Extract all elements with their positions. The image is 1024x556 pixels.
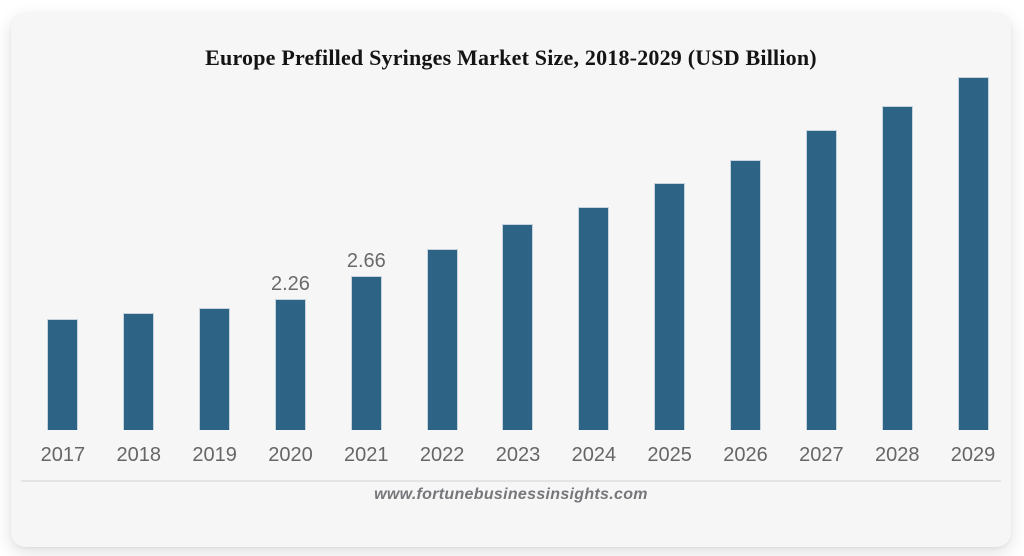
bar-wrap <box>859 63 935 430</box>
bar-2019 <box>199 308 231 430</box>
bar-column-2021: 2.66 2021 <box>328 63 404 467</box>
x-axis-label-2020: 2020 <box>268 444 313 466</box>
x-axis-label-2023: 2023 <box>495 444 541 466</box>
bar-wrap <box>632 63 708 430</box>
source-url: www.fortunebusinessinsights.com <box>374 486 648 503</box>
bar-2023 <box>502 224 534 430</box>
bar-column-2026: 2026 <box>708 63 784 467</box>
chart-title: Europe Prefilled Syringes Market Size, 2… <box>205 45 817 70</box>
bar-wrap <box>556 63 632 430</box>
bar-2028 <box>881 106 913 430</box>
bar-wrap <box>177 63 253 430</box>
bar-column-2019: 2019 <box>177 63 253 467</box>
x-axis-label-2026: 2026 <box>723 444 768 466</box>
bar-column-2018: 2018 <box>101 63 177 467</box>
bar-wrap <box>101 63 177 430</box>
x-axis-label-2021: 2021 <box>344 444 389 466</box>
bar-wrap <box>935 63 1011 430</box>
bar-column-2025: 2025 <box>632 63 708 467</box>
bar-column-2029: 2029 <box>935 63 1011 467</box>
bar-column-2024: 2024 <box>556 63 632 467</box>
bar-wrap <box>783 63 859 430</box>
x-axis-label-2019: 2019 <box>192 444 237 466</box>
chart-card: Europe Prefilled Syringes Market Size, 2… <box>11 13 1011 547</box>
bars-row: 2017 2018 2019 2.26 2020 2.66 2021 2022 2023 2024… <box>11 63 1011 467</box>
bar-value-label-2021: 2.66 <box>346 250 386 272</box>
x-axis-label-2029: 2029 <box>950 444 996 466</box>
bar-2027 <box>805 130 837 430</box>
bar-wrap <box>25 63 101 430</box>
bar-column-2028: 2028 <box>859 63 935 467</box>
x-axis-line <box>21 480 1001 482</box>
bar-2021 <box>350 276 382 430</box>
bar-column-2022: 2022 <box>404 63 480 467</box>
bar-column-2017: 2017 <box>25 63 101 467</box>
x-axis-label-2022: 2022 <box>419 444 465 466</box>
bar-wrap <box>404 63 480 430</box>
bar-2025 <box>654 183 686 430</box>
bar-wrap <box>708 63 784 430</box>
x-axis-label-2017: 2017 <box>40 444 86 466</box>
bar-wrap: 2.26 <box>253 63 329 430</box>
bar-2018 <box>123 313 155 430</box>
bar-2020 <box>274 299 306 430</box>
bar-2022 <box>426 249 458 430</box>
bar-column-2020: 2.26 2020 <box>253 63 329 467</box>
bar-column-2023: 2023 <box>480 63 556 467</box>
x-axis-label-2018: 2018 <box>116 444 162 466</box>
x-axis-label-2024: 2024 <box>571 444 617 466</box>
bar-column-2027: 2027 <box>783 63 859 467</box>
plot-area: 2017 2018 2019 2.26 2020 2.66 2021 2022 2023 2024… <box>11 63 1011 483</box>
bar-wrap: 2.66 <box>328 63 404 430</box>
bar-2017 <box>47 319 79 430</box>
bar-value-label-2020: 2.26 <box>270 273 310 295</box>
bar-2024 <box>578 207 610 430</box>
x-axis-label-2025: 2025 <box>647 444 692 466</box>
x-axis-label-2027: 2027 <box>799 444 844 466</box>
bar-2026 <box>730 160 762 430</box>
x-axis-label-2028: 2028 <box>874 444 920 466</box>
bar-wrap <box>480 63 556 430</box>
bar-2029 <box>957 77 989 430</box>
